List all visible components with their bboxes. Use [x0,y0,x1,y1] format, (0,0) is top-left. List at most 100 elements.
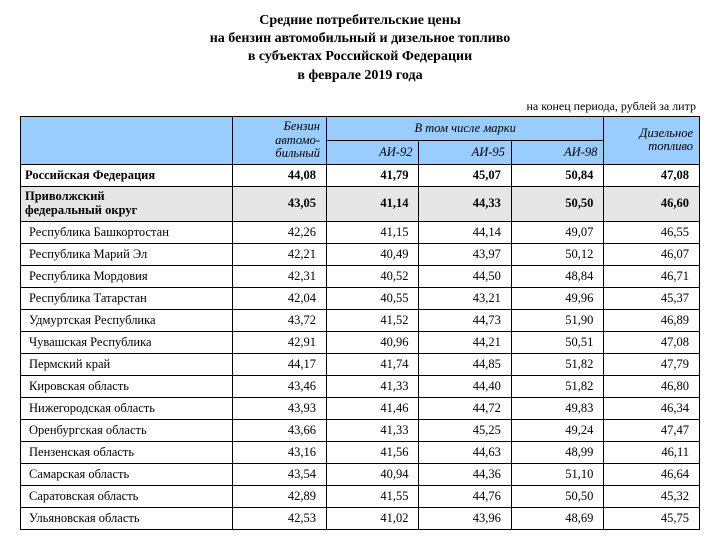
cell-ai95: 45,25 [419,419,511,441]
cell-ai92: 40,94 [327,463,419,485]
cell-diesel: 45,37 [604,287,700,309]
cell-ai98: 48,99 [511,441,603,463]
cell-region: Удмуртская Республика [21,309,233,331]
cell-diesel: 45,32 [604,485,700,507]
th-benzin: Бензин автомо-бильный [232,116,326,164]
cell-ai95: 43,96 [419,507,511,529]
th-ai95: АИ-95 [419,140,511,164]
cell-benzin: 42,31 [232,265,326,287]
cell-ai98: 48,84 [511,265,603,287]
cell-region: Приволжскийфедеральный округ [21,187,233,222]
cell-region: Республика Марий Эл [21,243,233,265]
table-row: Чувашская Республика42,9140,9644,2150,51… [21,331,700,353]
cell-ai95: 44,76 [419,485,511,507]
cell-diesel: 47,08 [604,331,700,353]
table-row: Нижегородская область43,9341,4644,7249,8… [21,397,700,419]
cell-diesel: 46,89 [604,309,700,331]
cell-ai92: 41,46 [327,397,419,419]
cell-region: Республика Мордовия [21,265,233,287]
cell-ai92: 40,55 [327,287,419,309]
cell-benzin: 42,26 [232,221,326,243]
cell-diesel: 46,80 [604,375,700,397]
cell-region: Нижегородская область [21,397,233,419]
table-row: Самарская область43,5440,9444,3651,1046,… [21,463,700,485]
cell-benzin: 43,72 [232,309,326,331]
cell-ai98: 50,50 [511,187,603,222]
cell-benzin: 42,89 [232,485,326,507]
table-row: Кировская область43,4641,3344,4051,8246,… [21,375,700,397]
cell-ai95: 44,36 [419,463,511,485]
cell-diesel: 46,64 [604,463,700,485]
cell-ai92: 41,55 [327,485,419,507]
table-row: Пермский край44,1741,7444,8551,8247,79 [21,353,700,375]
table-row: Ульяновская область42,5341,0243,9648,694… [21,507,700,529]
th-ai92: АИ-92 [327,140,419,164]
cell-region: Пермский край [21,353,233,375]
cell-benzin: 43,16 [232,441,326,463]
cell-region: Чувашская Республика [21,331,233,353]
cell-ai95: 44,40 [419,375,511,397]
cell-region: Самарская область [21,463,233,485]
th-ai98: АИ-98 [511,140,603,164]
table-row: Саратовская область42,8941,5544,7650,504… [21,485,700,507]
table-row: Республика Башкортостан42,2641,1544,1449… [21,221,700,243]
cell-diesel: 46,11 [604,441,700,463]
cell-ai95: 43,21 [419,287,511,309]
cell-ai95: 44,50 [419,265,511,287]
cell-ai92: 41,14 [327,187,419,222]
cell-ai95: 44,14 [419,221,511,243]
cell-ai98: 50,50 [511,485,603,507]
cell-diesel: 46,55 [604,221,700,243]
cell-ai98: 51,10 [511,463,603,485]
page-title: Средние потребительские цены на бензин а… [20,12,700,85]
cell-benzin: 43,54 [232,463,326,485]
cell-diesel: 47,79 [604,353,700,375]
unit-note: на конец периода, рублей за литр [20,99,700,114]
cell-ai95: 44,72 [419,397,511,419]
cell-ai98: 50,84 [511,165,603,187]
cell-diesel: 47,47 [604,419,700,441]
cell-ai92: 41,56 [327,441,419,463]
table-row: Республика Мордовия42,3140,5244,5048,844… [21,265,700,287]
cell-ai92: 41,02 [327,507,419,529]
cell-ai92: 40,49 [327,243,419,265]
cell-region: Ульяновская область [21,507,233,529]
cell-ai92: 41,52 [327,309,419,331]
cell-diesel: 46,34 [604,397,700,419]
table-body: Российская Федерация44,0841,7945,0750,84… [21,165,700,530]
table-row: Республика Татарстан42,0440,5543,2149,96… [21,287,700,309]
cell-region: Пензенская область [21,441,233,463]
cell-ai92: 41,74 [327,353,419,375]
cell-benzin: 44,08 [232,165,326,187]
cell-benzin: 43,93 [232,397,326,419]
cell-ai92: 41,79 [327,165,419,187]
cell-ai95: 44,73 [419,309,511,331]
cell-ai98: 51,90 [511,309,603,331]
cell-benzin: 43,46 [232,375,326,397]
cell-region: Саратовская область [21,485,233,507]
cell-ai92: 40,52 [327,265,419,287]
cell-ai92: 41,33 [327,375,419,397]
cell-ai95: 44,63 [419,441,511,463]
table-row: Республика Марий Эл42,2140,4943,9750,124… [21,243,700,265]
title-line-4: в феврале 2019 года [20,67,700,85]
table-row: Российская Федерация44,0841,7945,0750,84… [21,165,700,187]
cell-diesel: 47,08 [604,165,700,187]
price-table: Бензин автомо-бильный В том числе марки … [20,116,700,530]
cell-ai95: 43,97 [419,243,511,265]
cell-diesel: 45,75 [604,507,700,529]
cell-benzin: 42,91 [232,331,326,353]
cell-benzin: 43,66 [232,419,326,441]
title-line-3: в субъектах Российской Федерации [20,48,700,66]
th-region [21,116,233,164]
th-diesel: Дизельное топливо [604,116,700,164]
cell-diesel: 46,07 [604,243,700,265]
cell-ai98: 49,83 [511,397,603,419]
cell-ai98: 51,82 [511,375,603,397]
cell-ai95: 44,85 [419,353,511,375]
cell-ai95: 45,07 [419,165,511,187]
cell-ai98: 49,24 [511,419,603,441]
cell-diesel: 46,60 [604,187,700,222]
cell-ai92: 41,33 [327,419,419,441]
cell-ai98: 48,69 [511,507,603,529]
